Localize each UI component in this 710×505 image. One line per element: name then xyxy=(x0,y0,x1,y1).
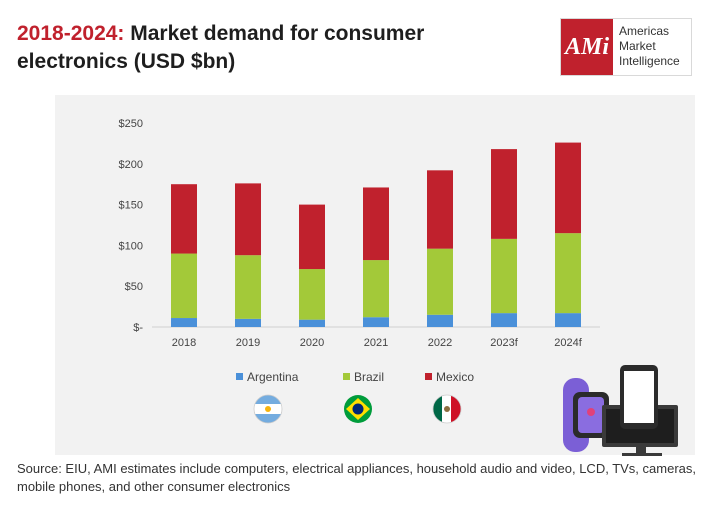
bar-argentina-2018 xyxy=(171,318,197,327)
bar-argentina-2024f xyxy=(555,313,581,327)
bar-argentina-2022 xyxy=(427,314,453,327)
bar-argentina-2023f xyxy=(491,313,517,327)
bar-mexico-2021 xyxy=(363,187,389,261)
logo-line-1: Americas xyxy=(619,24,670,38)
bar-mexico-2023f xyxy=(491,149,517,239)
bar-mexico-2020 xyxy=(299,204,325,270)
x-tick-label: 2019 xyxy=(236,337,260,349)
smartphone-icon xyxy=(620,365,658,429)
mexico-flag-icon xyxy=(432,394,462,424)
brazil-flag-icon xyxy=(344,395,372,423)
bar-mexico-2022 xyxy=(427,170,453,249)
legend-label-mexico: Mexico xyxy=(436,370,474,384)
y-tick-label: $250 xyxy=(119,118,143,130)
bar-brazil-2018 xyxy=(171,253,197,319)
bar-argentina-2020 xyxy=(299,319,325,327)
y-tick-label: $- xyxy=(133,322,143,334)
bar-brazil-2021 xyxy=(363,260,389,318)
bar-argentina-2021 xyxy=(363,317,389,327)
bar-mexico-2018 xyxy=(171,184,197,254)
title-text: Market demand for consumer electronics (… xyxy=(17,22,425,73)
y-tick-label: $100 xyxy=(119,240,143,252)
x-tick-label: 2018 xyxy=(172,337,196,349)
bar-brazil-2023f xyxy=(491,238,517,314)
ami-logo: AMi Americas Market Intelligence xyxy=(560,18,692,76)
legend-label-argentina: Argentina xyxy=(247,370,299,384)
logo-line-3: Intelligence xyxy=(619,54,680,68)
title-years: 2018-2024: xyxy=(17,22,125,45)
legend-swatch-argentina xyxy=(236,373,243,380)
legend-label-brazil: Brazil xyxy=(354,370,384,384)
bar-mexico-2019 xyxy=(235,183,261,256)
x-tick-label: 2023f xyxy=(490,337,518,349)
logo-line-2: Market xyxy=(619,39,656,53)
x-tick-label: 2020 xyxy=(300,337,324,349)
bar-brazil-2024f xyxy=(555,233,581,314)
bar-argentina-2019 xyxy=(235,318,261,327)
x-tick-label: 2024f xyxy=(554,337,582,349)
legend-swatch-brazil xyxy=(343,373,350,380)
x-tick-label: 2022 xyxy=(428,337,452,349)
bar-brazil-2020 xyxy=(299,269,325,320)
argentina-flag-icon xyxy=(253,394,283,424)
bar-brazil-2022 xyxy=(427,248,453,315)
legend-swatch-mexico xyxy=(425,373,432,380)
source-note: Source: EIU, AMI estimates include compu… xyxy=(17,461,696,494)
bar-brazil-2019 xyxy=(235,255,261,319)
x-tick-label: 2021 xyxy=(364,337,388,349)
smartwatch-icon xyxy=(563,378,609,452)
bar-mexico-2024f xyxy=(555,142,581,234)
y-tick-label: $50 xyxy=(125,281,143,293)
y-tick-label: $150 xyxy=(119,200,143,212)
logo-name: Americas Market Intelligence xyxy=(619,24,689,69)
y-tick-label: $200 xyxy=(119,159,143,171)
chart-title: 2018-2024: Market demand for consumer el… xyxy=(17,20,537,76)
logo-mark: AMi xyxy=(561,19,613,75)
